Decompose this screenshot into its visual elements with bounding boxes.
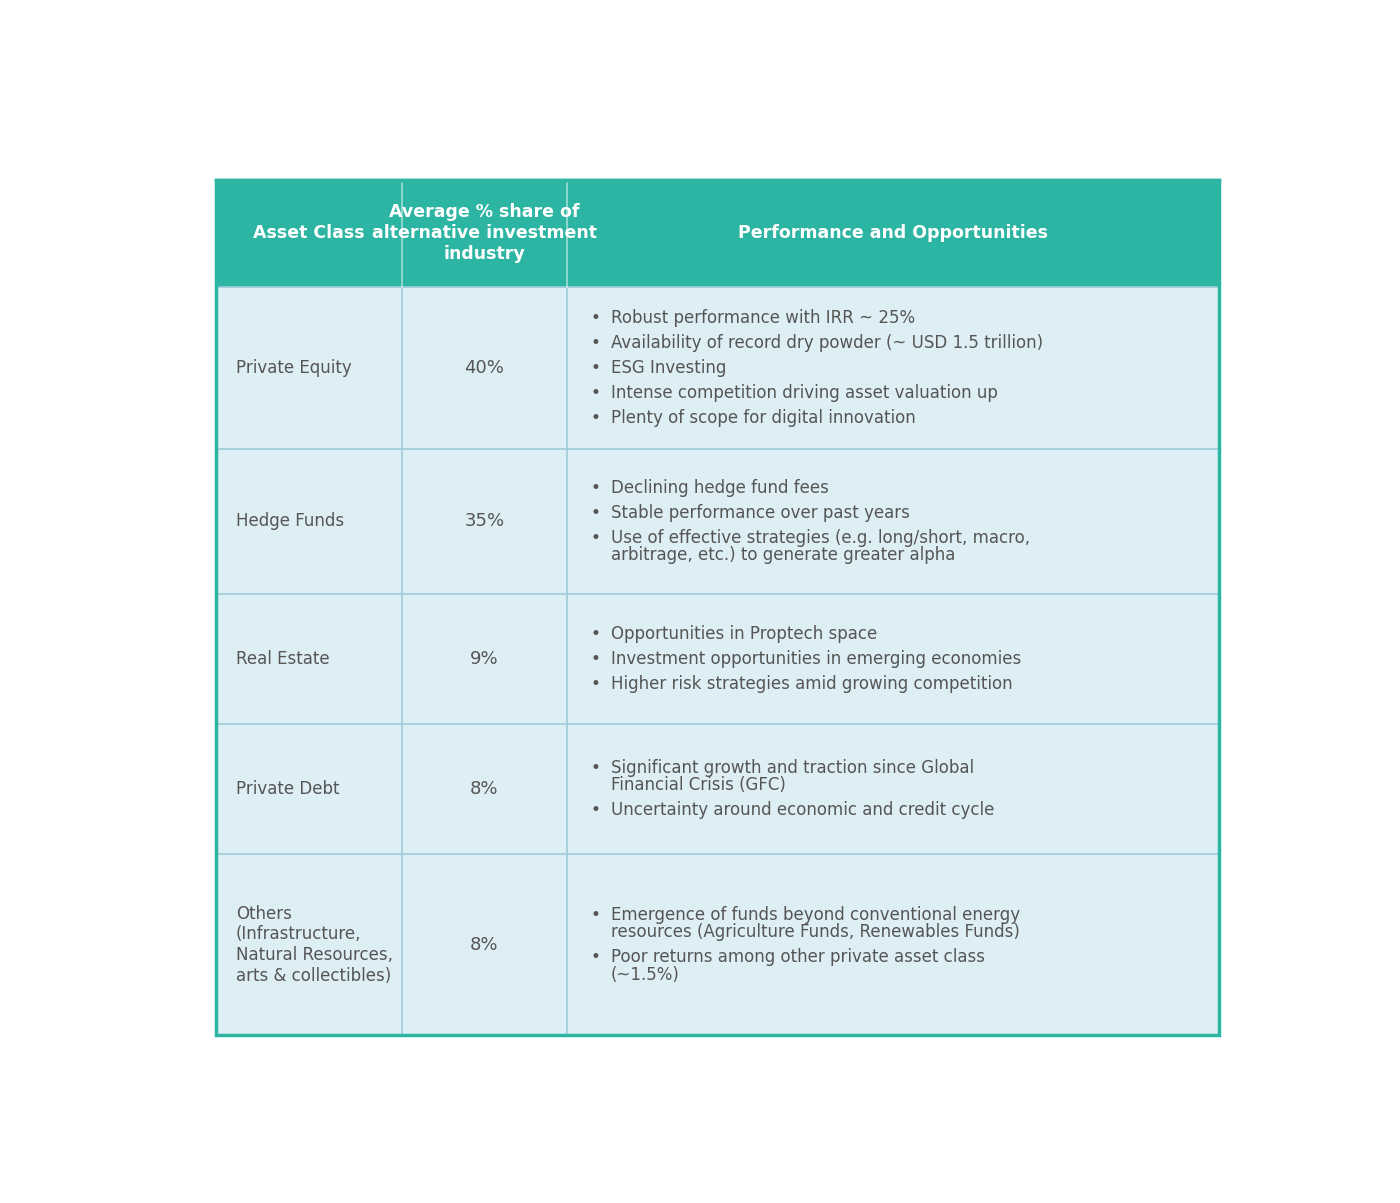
- Text: •: •: [591, 309, 601, 327]
- Text: •: •: [591, 906, 601, 924]
- Text: •: •: [591, 384, 601, 402]
- Text: resources (Agriculture Funds, Renewables Funds): resources (Agriculture Funds, Renewables…: [610, 923, 1019, 941]
- Text: •: •: [591, 801, 601, 819]
- Text: Financial Crisis (GFC): Financial Crisis (GFC): [610, 776, 785, 794]
- Text: (~1.5%): (~1.5%): [610, 966, 679, 984]
- Text: Declining hedge fund fees: Declining hedge fund fees: [610, 479, 829, 497]
- Text: Emergence of funds beyond conventional energy: Emergence of funds beyond conventional e…: [610, 906, 1019, 924]
- Text: Others
(Infrastructure,
Natural Resources,
arts & collectibles): Others (Infrastructure, Natural Resource…: [235, 905, 393, 985]
- Text: Asset Class: Asset Class: [253, 224, 365, 242]
- Text: Hedge Funds: Hedge Funds: [235, 512, 344, 531]
- Text: •: •: [591, 759, 601, 777]
- Text: •: •: [591, 504, 601, 522]
- Text: Robust performance with IRR ~ 25%: Robust performance with IRR ~ 25%: [610, 309, 914, 327]
- Text: •: •: [591, 529, 601, 547]
- Text: Use of effective strategies (e.g. long/short, macro,: Use of effective strategies (e.g. long/s…: [610, 529, 1029, 547]
- Text: •: •: [591, 409, 601, 427]
- Text: Average % share of
alternative investment
industry: Average % share of alternative investmen…: [372, 203, 596, 262]
- Text: 8%: 8%: [470, 936, 498, 954]
- Text: •: •: [591, 650, 601, 668]
- Text: Intense competition driving asset valuation up: Intense competition driving asset valuat…: [610, 384, 997, 402]
- Text: Performance and Opportunities: Performance and Opportunities: [738, 224, 1049, 242]
- Text: ESG Investing: ESG Investing: [610, 358, 725, 377]
- Text: Investment opportunities in emerging economies: Investment opportunities in emerging eco…: [610, 650, 1021, 668]
- Text: Uncertainty around economic and credit cycle: Uncertainty around economic and credit c…: [610, 801, 994, 819]
- Text: Private Debt: Private Debt: [235, 780, 339, 798]
- Text: arbitrage, etc.) to generate greater alpha: arbitrage, etc.) to generate greater alp…: [610, 546, 955, 564]
- Text: •: •: [591, 948, 601, 966]
- Text: Stable performance over past years: Stable performance over past years: [610, 504, 910, 522]
- Text: Poor returns among other private asset class: Poor returns among other private asset c…: [610, 948, 984, 966]
- Text: Availability of record dry powder (~ USD 1.5 trillion): Availability of record dry powder (~ USD…: [610, 333, 1043, 351]
- Text: Higher risk strategies amid growing competition: Higher risk strategies amid growing comp…: [610, 675, 1012, 693]
- Text: •: •: [591, 675, 601, 693]
- Bar: [216, 179, 1219, 286]
- Text: •: •: [591, 624, 601, 642]
- Text: •: •: [591, 333, 601, 351]
- Text: Real Estate: Real Estate: [235, 650, 329, 668]
- Text: •: •: [591, 358, 601, 377]
- Text: Significant growth and traction since Global: Significant growth and traction since Gl…: [610, 759, 973, 777]
- Text: 8%: 8%: [470, 780, 498, 798]
- Text: 9%: 9%: [470, 650, 498, 668]
- Text: •: •: [591, 479, 601, 497]
- Text: Plenty of scope for digital innovation: Plenty of scope for digital innovation: [610, 409, 916, 427]
- Text: 35%: 35%: [465, 512, 504, 531]
- Text: Opportunities in Proptech space: Opportunities in Proptech space: [610, 624, 876, 642]
- Text: 40%: 40%: [465, 358, 504, 377]
- Text: Private Equity: Private Equity: [235, 358, 351, 377]
